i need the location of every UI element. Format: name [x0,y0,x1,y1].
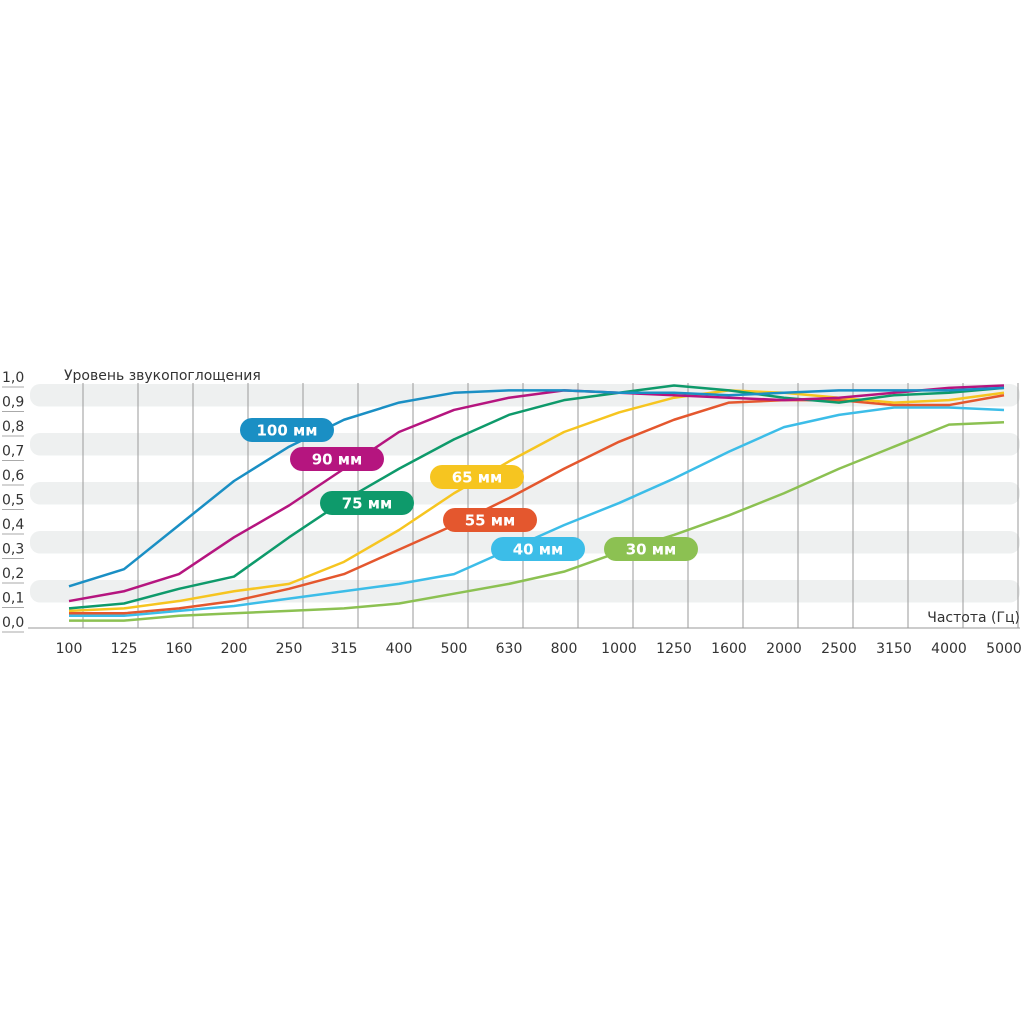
x-tick-label: 200 [221,641,248,657]
legend-item: 55 мм [443,508,537,532]
y-tick-label: 0,3 [2,542,24,558]
y-tick-label: 0,9 [2,395,24,411]
x-tick-label: 800 [551,641,578,657]
x-tick-label: 100 [56,641,83,657]
x-tick-label: 1600 [711,641,747,657]
series-line [68,384,1005,603]
y-tick-label: 0,8 [2,419,24,435]
series-line [68,386,1005,588]
legend-item: 30 мм [604,537,698,561]
x-tick-label: 5000 [986,641,1022,657]
x-tick-label: 1250 [656,641,692,657]
legend-item: 75 мм [320,491,414,515]
x-tick-label: 630 [496,641,523,657]
legend-label: 30 мм [626,541,677,559]
legend-label: 40 мм [513,541,564,559]
legend-label: 75 мм [342,495,393,513]
legend-label: 55 мм [465,512,516,530]
y-tick-label: 0,5 [2,493,24,509]
x-tick-label: 1000 [601,641,637,657]
y-tick-label: 1,0 [2,370,24,386]
x-tick-label: 500 [441,641,468,657]
legend-pill [430,465,524,489]
legend-label: 100 мм [256,422,317,440]
x-tick-label: 125 [111,641,138,657]
x-tick-label: 4000 [931,641,967,657]
y-axis-label: Уровень звукопоглощения [64,368,261,384]
x-axis-label: Частота (Гц) [927,610,1020,626]
y-tick-label: 0,0 [2,615,24,631]
legend-pill [491,537,585,561]
x-tick-label: 2500 [821,641,857,657]
x-tick-label: 400 [386,641,413,657]
x-tick-label: 160 [166,641,193,657]
x-tick-label: 250 [276,641,303,657]
x-tick-label: 315 [331,641,358,657]
legend-label: 65 мм [452,469,503,487]
legend-pill [290,447,384,471]
legend-item: 65 мм [430,465,524,489]
series-line [68,389,1005,613]
x-tick-label: 2000 [766,641,802,657]
series-line [69,420,1005,622]
legend-item: 90 мм [290,447,384,471]
legend-pill [240,418,334,442]
y-tick-label: 0,1 [2,591,24,607]
grid-band [30,482,1020,505]
legend-item: 40 мм [491,537,585,561]
legend-item: 100 мм [240,418,334,442]
legend-label: 90 мм [312,451,363,469]
x-tick-label: 3150 [876,641,912,657]
y-tick-label: 0,7 [2,444,24,460]
legend-pill [443,508,537,532]
series-line [68,384,1005,610]
y-tick-label: 0,2 [2,566,24,582]
legend-pill [604,537,698,561]
y-tick-label: 0,6 [2,468,24,484]
legend-pill [320,491,414,515]
grid-band [30,580,1020,603]
y-tick-label: 0,4 [2,517,24,533]
